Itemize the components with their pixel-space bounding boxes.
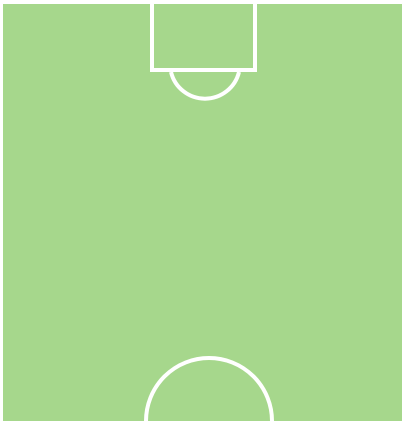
center-circle: [144, 356, 274, 421]
penalty-arc: [169, 71, 241, 101]
penalty-area: [150, 4, 257, 72]
pitch-surface: [3, 4, 402, 421]
